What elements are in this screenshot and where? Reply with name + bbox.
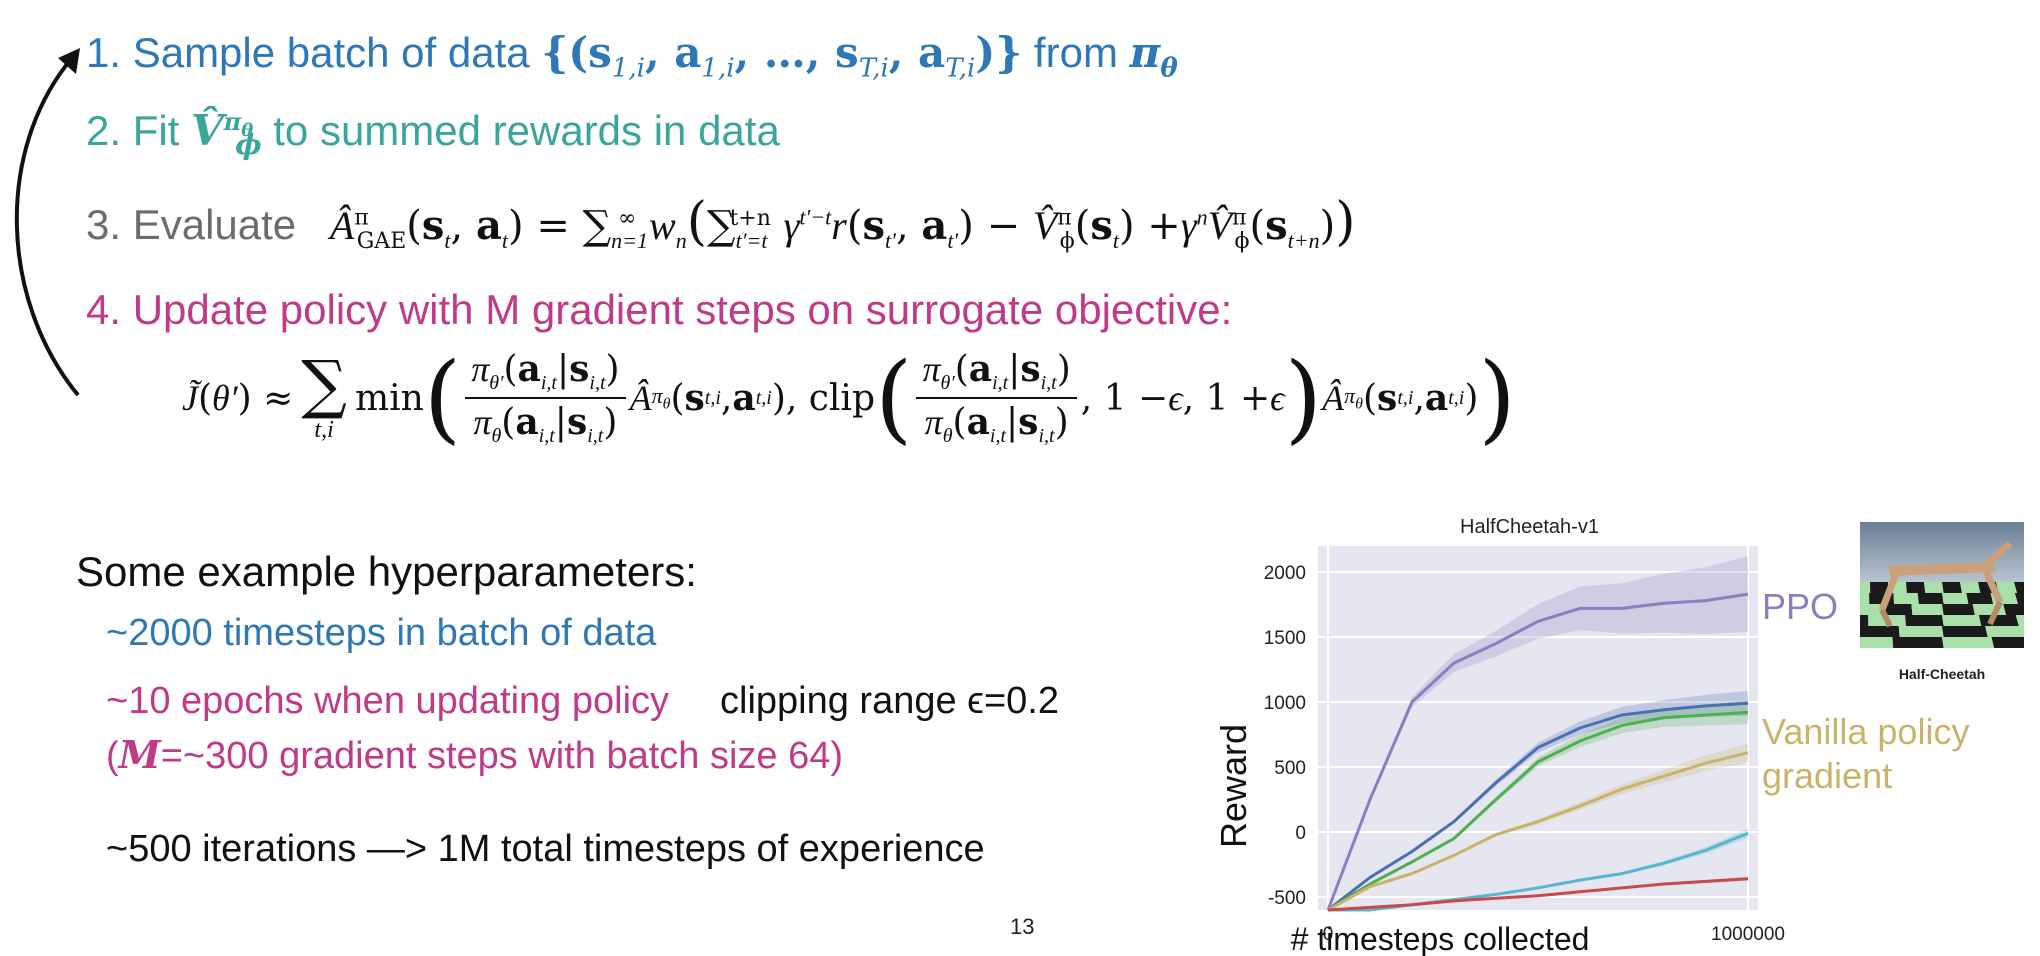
series-band-2 — [1328, 700, 1748, 910]
series-band-0 — [1328, 556, 1748, 910]
x-axis-label: # timesteps collected — [1291, 921, 1590, 956]
floor-tile — [1991, 637, 2024, 648]
step-3-label: 3. Evaluate — [86, 201, 297, 248]
step-2-label: 2. Fit — [86, 107, 192, 154]
series-band-1 — [1328, 690, 1748, 910]
floor-tile — [2014, 582, 2024, 593]
floor-tile — [1892, 637, 1944, 648]
legend-vanilla-pg: Vanilla policy gradient — [1762, 711, 1970, 796]
series-line-1 — [1327, 701, 1749, 912]
loop-arrow — [14, 48, 80, 397]
series-band-3 — [1328, 743, 1748, 910]
step-1-label: 1. Sample batch of data — [86, 29, 542, 76]
series-line-3 — [1327, 751, 1749, 912]
floor-tile — [1942, 582, 1962, 593]
step-1-from: from — [1022, 29, 1130, 76]
floor-tile — [1860, 626, 1900, 637]
y-tick-label-3: 500 — [1274, 758, 1306, 779]
floor-tile — [1942, 615, 1982, 626]
hyper-gradient-steps-rest: =~300 gradient steps with batch size 64) — [160, 735, 844, 777]
floor-tile — [1860, 582, 1871, 593]
hyper-epochs: ~10 epochs when updating policy — [106, 680, 670, 722]
y-tick-label-5: -500 — [1268, 888, 1306, 909]
floor-tile — [1860, 593, 1870, 604]
legend-ppo: PPO — [1762, 586, 1839, 627]
floor-tile — [1898, 626, 1944, 637]
floor-tile — [1893, 593, 1919, 604]
chart-title: HalfCheetah-v1 — [1460, 516, 1599, 538]
floor-tile — [1870, 582, 1889, 593]
page-number: 13 — [1010, 914, 1035, 939]
hyper-gradient-steps-open: ( — [106, 735, 119, 777]
y-tick-label-0: 2000 — [1264, 563, 1306, 584]
floor-tile — [1860, 604, 1882, 615]
hyper-timesteps: ~2000 timesteps in batch of data — [106, 612, 657, 654]
floor-tile — [1960, 582, 1981, 593]
floor-tile — [1911, 604, 1944, 615]
y-tick-label-4: 0 — [1295, 823, 1306, 844]
floor-tile — [1860, 615, 1869, 626]
step-1: 1. Sample batch of data {(s1,i, a1,i, …,… — [86, 28, 1178, 83]
floor-tile — [1996, 582, 2018, 593]
floor-tile — [1906, 582, 1926, 593]
floor-tile — [1924, 582, 1944, 593]
floor-tile — [1905, 615, 1944, 626]
reward-chart: 2000 1500 1000 500 0 -500 0 1000000 Reward # ti… — [1213, 546, 1785, 956]
floor-tile — [1978, 615, 2019, 626]
floor-tile — [1860, 637, 1894, 648]
step-3: 3. Evaluate ÂπGAE(st, at) = ∑n=1∞ wn(∑t′… — [86, 192, 1356, 254]
y-axis-label: Reward — [1213, 724, 1254, 848]
floor-tile — [2003, 604, 2024, 615]
step-1-batch-math: {(s1,i, a1,i, …, sT,i, aT,i)} — [541, 28, 1023, 84]
step-2-suffix: to summed rewards in data — [261, 107, 780, 154]
floor-tile — [1942, 626, 1988, 637]
hyperparams-heading: Some example hyperparameters: — [76, 548, 697, 595]
hyper-gradient-steps-m: M — [118, 732, 161, 777]
hyper-clip: clipping range ϵ=0.2 — [720, 680, 1059, 722]
floor-tile — [2015, 615, 2024, 626]
series-line-5 — [1327, 877, 1749, 912]
floor-tile — [1942, 637, 1995, 648]
step-1-policy-math: πθ — [1129, 28, 1178, 84]
floor-tile — [1942, 604, 1975, 615]
x-tick-label-0: 0 — [1323, 924, 1334, 945]
step-4: 4. Update policy with M gradient steps o… — [86, 286, 1233, 333]
surrogate-objective: J̃(θ′) ≈ ∑ t,i min( πθ′(ai,t|si,t) πθ(ai,t… — [182, 341, 1516, 454]
hyper-gradient-steps: (M=~300 gradient steps with batch size 6… — [106, 732, 843, 778]
gae-equation: ÂπGAE(st, at) = ∑n=1∞ wn(∑t′=tt+n γt′−tr… — [329, 192, 1356, 254]
y-tick-label-1: 1500 — [1264, 628, 1306, 649]
floor-tile — [1966, 593, 1994, 604]
floor-tile — [1985, 626, 2024, 637]
x-tick-label-1: 1000000 — [1711, 924, 1785, 945]
half-cheetah-label: Half-Cheetah — [1898, 666, 1986, 682]
plot-background — [1318, 546, 1758, 910]
floor-tile — [1942, 593, 1969, 604]
floor-tile — [2014, 593, 2024, 604]
y-tick-label-2: 1000 — [1264, 693, 1306, 714]
series-line-2 — [1327, 710, 1749, 912]
series-line-0 — [1326, 592, 1749, 911]
hyper-iterations: ~500 iterations —> 1M total timesteps of… — [106, 828, 985, 870]
step-2-value-math: V̂πθϕ — [191, 106, 262, 162]
half-cheetah-thumbnail — [1860, 522, 2024, 648]
step-2: 2. Fit V̂πθϕ to summed rewards in data — [86, 106, 780, 161]
floor-tile — [1880, 604, 1913, 615]
floor-tile — [1917, 593, 1944, 604]
